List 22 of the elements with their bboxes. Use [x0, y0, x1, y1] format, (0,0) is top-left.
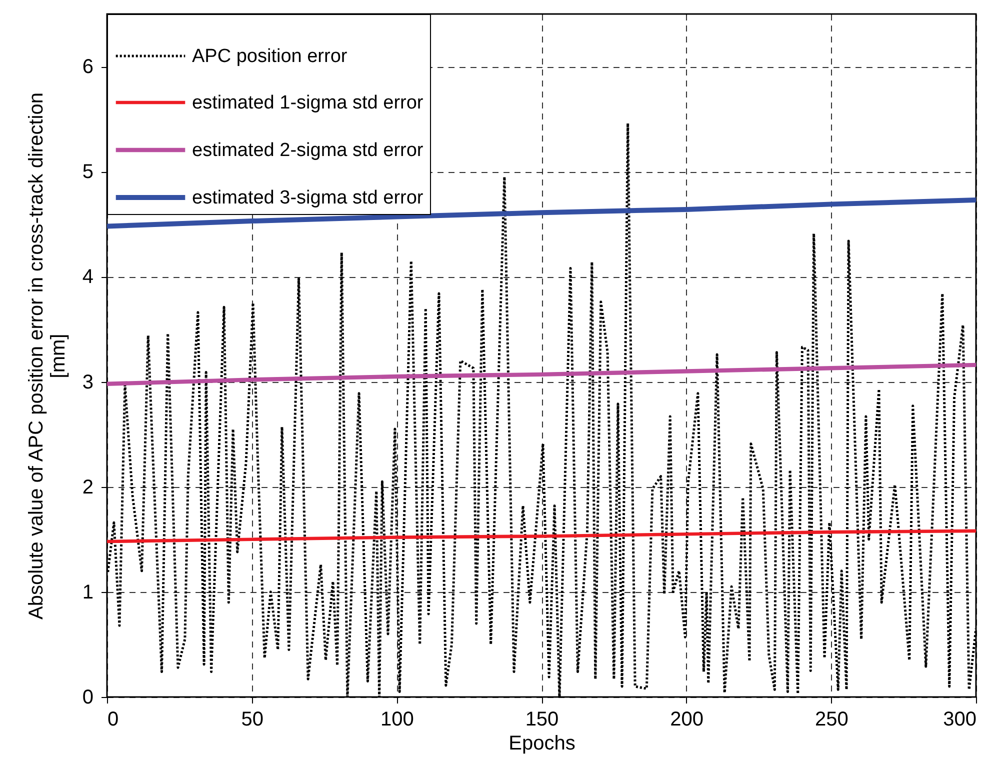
x-tick-label: 0	[108, 708, 119, 730]
y-tick-label: 5	[82, 161, 94, 184]
y-tick-label: 0	[82, 686, 94, 708]
x-tick-label: 150	[525, 708, 559, 730]
line-series	[107, 529, 976, 544]
line-series	[107, 362, 976, 386]
legend-label: estimated 3-sigma std error	[192, 188, 424, 208]
legend-label: APC position error	[192, 46, 348, 67]
legend-label: estimated 1-sigma std error	[192, 92, 424, 114]
legend-label: estimated 2-sigma std error	[192, 140, 424, 161]
y-tick-label: 4	[82, 266, 94, 288]
y-axis-title: Absolute value of APC position error in cross-track direction [mm]	[25, 92, 70, 620]
x-tick-label: 300	[943, 708, 976, 730]
y-tick-label: 6	[82, 56, 94, 78]
x-tick-label: 100	[380, 708, 414, 730]
x-axis-title: Epochs	[508, 732, 576, 754]
y-tick-label: 3	[82, 371, 94, 394]
y-tick-label: 2	[82, 476, 94, 498]
y-tick-label: 1	[82, 581, 94, 604]
x-tick-label: 200	[670, 708, 704, 730]
x-tick-label: 50	[241, 708, 264, 730]
x-tick-label: 250	[814, 708, 848, 730]
